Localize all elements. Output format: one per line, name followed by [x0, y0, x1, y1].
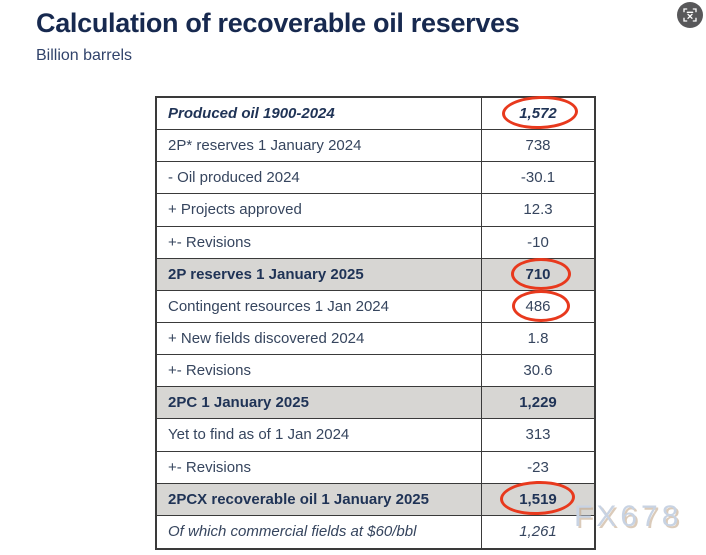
table-row: +- Revisions -10	[157, 226, 594, 259]
row-value: 1,261	[519, 523, 557, 541]
table-row: Produced oil 1900-2024 1,572	[157, 98, 594, 131]
row-value: 30.6	[523, 362, 553, 380]
row-value: 738	[525, 137, 551, 155]
watermark: FX678	[574, 500, 683, 533]
table-row: + Projects approved 12.3	[157, 194, 594, 227]
row-label: 2PCX recoverable oil 1 January 2025	[157, 483, 482, 515]
translate-scan-icon	[683, 8, 697, 22]
row-value: 12.3	[523, 201, 553, 219]
page-subtitle: Billion barrels	[36, 47, 133, 64]
row-value: 1.8	[527, 330, 549, 348]
row-label: + New fields discovered 2024	[157, 322, 482, 355]
table-row: 2P reserves 1 January 2025 710	[157, 258, 594, 291]
row-value: -10	[527, 233, 549, 251]
row-label: Produced oil 1900-2024	[157, 98, 482, 130]
row-label: 2P reserves 1 January 2025	[157, 258, 482, 290]
table-row: 2PC 1 January 2025 1,229	[157, 387, 594, 420]
row-value: 710	[525, 265, 551, 283]
table-row: +- Revisions 30.6	[157, 355, 594, 388]
table-row: Of which commercial fields at $60/bbl 1,2…	[157, 515, 594, 548]
row-label: + Projects approved	[157, 194, 482, 226]
row-value: 1,229	[519, 394, 557, 412]
table-row: 2PCX recoverable oil 1 January 2025 1,519	[157, 483, 594, 516]
table-row: - Oil produced 2024 -30.1	[157, 162, 594, 195]
table-row: 2P* reserves 1 January 2024 738	[157, 130, 594, 163]
row-label: +- Revisions	[157, 451, 482, 483]
row-value: 486	[525, 297, 551, 315]
row-value: -23	[527, 458, 549, 476]
row-value: -30.1	[520, 169, 556, 187]
table-row: + New fields discovered 2024 1.8	[157, 322, 594, 356]
page-title: Calculation of recoverable oil reserves	[36, 8, 520, 38]
table-row: Contingent resources 1 Jan 2024 486	[157, 290, 594, 323]
row-value: 1,572	[519, 105, 557, 123]
row-label: Contingent resources 1 Jan 2024	[157, 290, 482, 322]
row-label: 2PC 1 January 2025	[157, 387, 482, 419]
reserves-table: Produced oil 1900-2024 1,572 2P* reserves …	[155, 96, 596, 550]
table-row: +- Revisions -23	[157, 451, 594, 484]
translate-button[interactable]	[677, 2, 703, 28]
row-label: Of which commercial fields at $60/bbl	[157, 515, 482, 548]
row-value: 313	[525, 426, 551, 444]
row-label: +- Revisions	[157, 226, 482, 258]
row-label: 2P* reserves 1 January 2024	[157, 130, 482, 162]
table-row: Yet to find as of 1 Jan 2024 313	[157, 419, 594, 452]
row-value: 1,519	[519, 490, 557, 508]
row-label: - Oil produced 2024	[157, 162, 482, 194]
row-label: Yet to find as of 1 Jan 2024	[157, 419, 482, 451]
row-label: +- Revisions	[157, 355, 482, 387]
